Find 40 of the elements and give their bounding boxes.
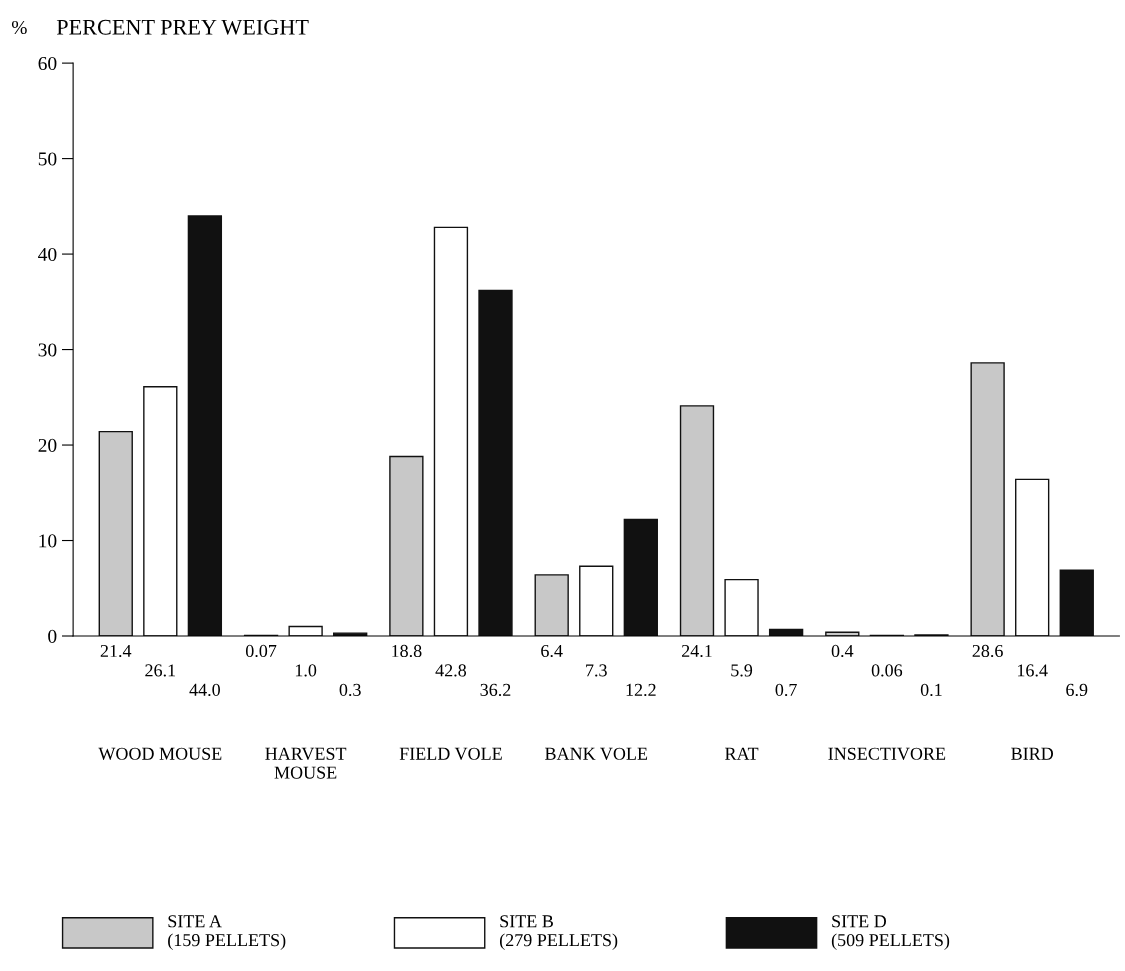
data-label: 0.07 xyxy=(245,644,277,658)
data-label: 0.4 xyxy=(831,644,854,658)
data-label: 12.2 xyxy=(626,683,656,697)
data-label: 0.3 xyxy=(339,683,361,697)
x-tick-label: BIRD xyxy=(1011,747,1054,760)
y-tick-label: 40 xyxy=(38,247,57,262)
legend-label: SITE A (159 PELLETS) xyxy=(168,915,286,950)
x-tick-label: WOOD MOUSE xyxy=(98,747,222,760)
data-label: 7.3 xyxy=(586,664,607,677)
data-label: 36.2 xyxy=(480,683,511,697)
data-label: 18.8 xyxy=(392,644,422,658)
x-tick-label: HARVEST MOUSE xyxy=(265,747,347,779)
chart-title: PERCENT PREY WEIGHT xyxy=(56,19,309,35)
legend-label: SITE D (509 PELLETS) xyxy=(831,915,950,950)
x-tick-label: BANK VOLE xyxy=(545,747,648,760)
data-label: 5.9 xyxy=(731,664,753,677)
data-label: 0.1 xyxy=(920,683,942,697)
x-tick-label: RAT xyxy=(725,747,759,760)
y-tick-label: 20 xyxy=(38,438,57,452)
data-label: 28.6 xyxy=(972,644,1003,658)
y-tick-label: 0 xyxy=(48,629,57,643)
y-tick-label: 10 xyxy=(39,534,57,548)
data-label: 1.0 xyxy=(295,664,317,677)
data-label: 6.4 xyxy=(541,644,563,658)
x-tick-label: INSECTIVORE xyxy=(828,747,946,760)
data-label: 0.06 xyxy=(871,664,903,677)
y-tick-label: 50 xyxy=(38,152,57,166)
data-label: 26.1 xyxy=(145,664,176,677)
data-label: 0.7 xyxy=(775,683,797,697)
data-label: 6.9 xyxy=(1066,683,1088,697)
y-tick-label: 60 xyxy=(38,56,57,71)
data-label: 21.4 xyxy=(100,644,132,658)
legend-label: SITE B (279 PELLETS) xyxy=(499,915,618,950)
y-axis-title: % xyxy=(11,20,27,35)
x-tick-label: FIELD VOLE xyxy=(399,747,502,760)
data-label: 42.8 xyxy=(435,664,467,677)
data-label: 16.4 xyxy=(1017,664,1048,677)
y-tick-label: 30 xyxy=(38,343,57,357)
data-label: 24.1 xyxy=(681,644,712,658)
data-label: 44.0 xyxy=(189,683,220,697)
